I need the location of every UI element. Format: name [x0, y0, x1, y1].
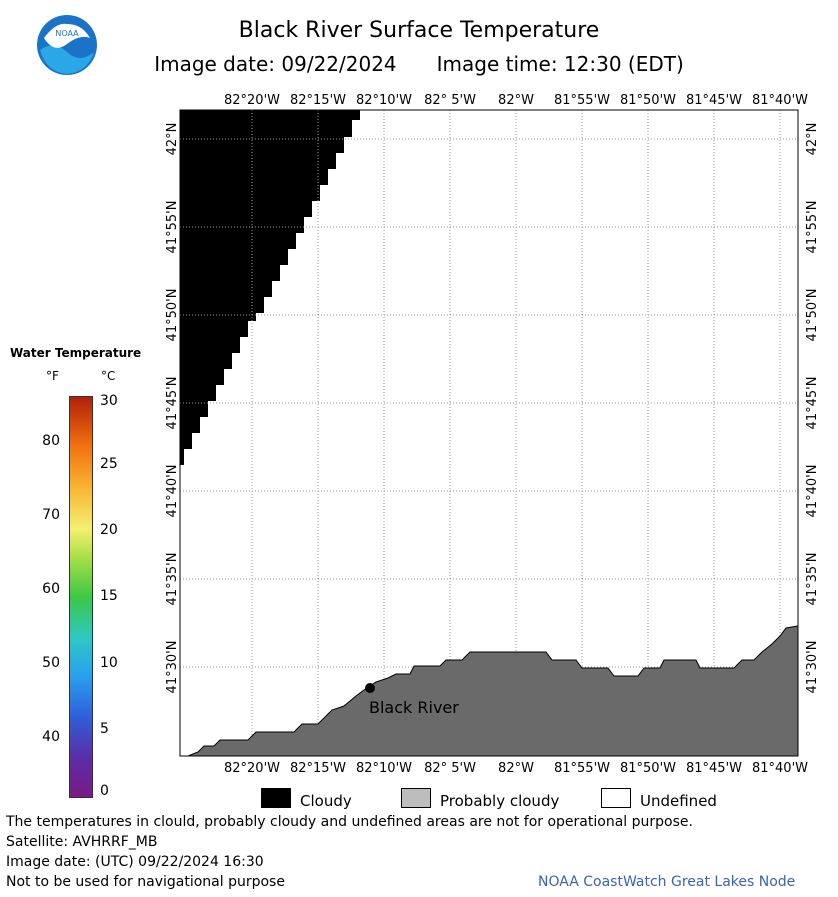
- probably-cloudy-swatch: [401, 788, 431, 808]
- lon-top-5: 81°55'W: [554, 93, 610, 108]
- tick-c-30: 30: [100, 393, 118, 409]
- land-area: [180, 625, 799, 757]
- lat-left-0: 42°N: [165, 123, 180, 156]
- tick-c-15: 15: [100, 588, 118, 604]
- tick-c-20: 20: [100, 522, 118, 538]
- lon-bottom-7: 81°45'W: [686, 761, 742, 776]
- tick-c-0: 0: [100, 783, 109, 799]
- lon-top-6: 81°50'W: [620, 93, 676, 108]
- temperature-colorbar: [69, 396, 93, 798]
- map-grid: [180, 110, 798, 756]
- probably-cloudy-label: Probably cloudy: [440, 792, 560, 810]
- undefined-label: Undefined: [640, 792, 717, 810]
- lon-top-4: 82°W: [498, 93, 534, 108]
- tick-f-40: 40: [42, 729, 60, 745]
- lon-top-8: 81°40'W: [752, 93, 808, 108]
- cloudy-label: Cloudy: [300, 792, 352, 810]
- lon-top-7: 81°45'W: [686, 93, 742, 108]
- lon-bottom-3: 82° 5'W: [424, 761, 476, 776]
- lat-left-6: 41°30'N: [165, 641, 180, 694]
- undefined-swatch: [601, 788, 631, 808]
- lat-left-2: 41°50'N: [165, 289, 180, 342]
- noaa-logo: NOAA: [37, 15, 97, 75]
- navigation-warning: Not to be used for navigational purpose: [6, 874, 285, 890]
- tick-f-70: 70: [42, 507, 60, 523]
- satellite-text: Satellite: AVHRRF_MB: [6, 834, 158, 850]
- lat-left-3: 41°45'N: [165, 377, 180, 430]
- tick-f-80: 80: [42, 433, 60, 449]
- tick-f-50: 50: [42, 655, 60, 671]
- lat-right-4: 41°40'N: [805, 465, 820, 518]
- lon-bottom-2: 82°10'W: [356, 761, 412, 776]
- black-river-label: Black River: [369, 698, 459, 717]
- cloudy-swatch: [261, 788, 291, 808]
- image-time: Image time: 12:30 (EDT): [436, 52, 684, 76]
- legend-unit-f: °F: [46, 369, 59, 383]
- lat-left-5: 41°35'N: [165, 553, 180, 606]
- legend-unit-c: °C: [101, 369, 116, 383]
- legend-title: Water Temperature: [10, 346, 142, 360]
- lat-right-5: 41°35'N: [805, 553, 820, 606]
- lon-top-1: 82°15'W: [290, 93, 346, 108]
- lat-right-1: 41°55'N: [805, 201, 820, 254]
- map-border: [179, 109, 799, 757]
- image-date: Image date: 09/22/2024: [154, 52, 397, 76]
- lat-right-3: 41°45'N: [805, 377, 820, 430]
- tick-c-10: 10: [100, 655, 118, 671]
- lon-bottom-4: 82°W: [498, 761, 534, 776]
- tick-c-5: 5: [100, 721, 109, 737]
- cloudy-area: [180, 110, 360, 465]
- lon-bottom-1: 82°15'W: [290, 761, 346, 776]
- lon-top-0: 82°20'W: [224, 93, 280, 108]
- lat-right-6: 41°30'N: [805, 641, 820, 694]
- logo-text: NOAA: [55, 29, 79, 38]
- lon-bottom-6: 81°50'W: [620, 761, 676, 776]
- credit-text: NOAA CoastWatch Great Lakes Node: [538, 874, 796, 890]
- black-river-marker: [365, 683, 375, 693]
- lon-bottom-5: 81°55'W: [554, 761, 610, 776]
- map-title: Black River Surface Temperature: [238, 18, 600, 43]
- lon-top-3: 82° 5'W: [424, 93, 476, 108]
- lat-right-2: 41°50'N: [805, 289, 820, 342]
- tick-c-25: 25: [100, 456, 118, 472]
- lat-left-1: 41°55'N: [165, 201, 180, 254]
- image-date-utc: Image date: (UTC) 09/22/2024 16:30: [6, 854, 264, 870]
- disclaimer-text: The temperatures in clould, probably clo…: [6, 814, 693, 830]
- lat-right-0: 42°N: [805, 123, 820, 156]
- lon-top-2: 82°10'W: [356, 93, 412, 108]
- lon-bottom-8: 81°40'W: [752, 761, 808, 776]
- tick-f-60: 60: [42, 581, 60, 597]
- lat-left-4: 41°40'N: [165, 465, 180, 518]
- map-subtitle: Image date: 09/22/2024 Image time: 12:30 …: [0, 52, 838, 76]
- lon-bottom-0: 82°20'W: [224, 761, 280, 776]
